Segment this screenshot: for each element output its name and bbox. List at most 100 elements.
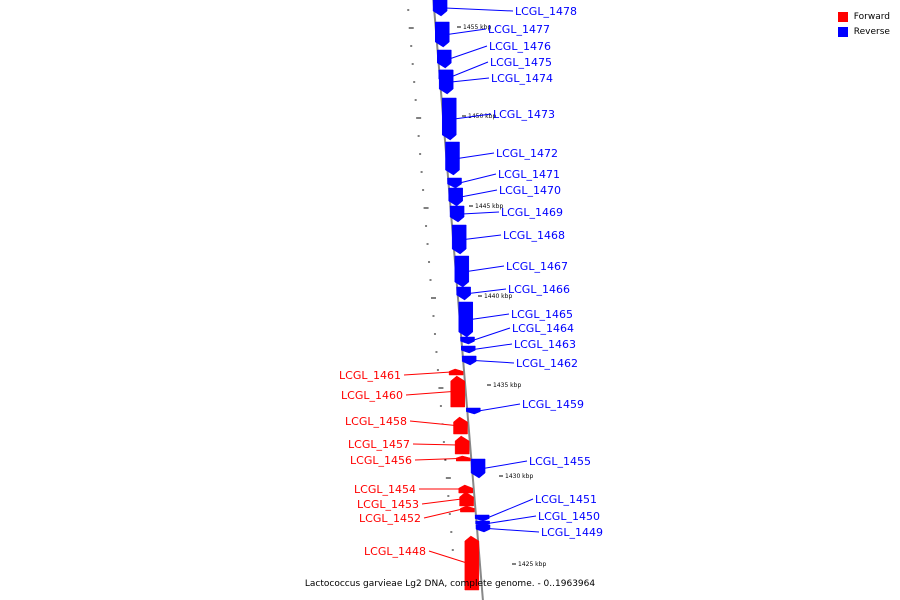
gene-arrow[interactable] — [454, 255, 470, 288]
gene-label[interactable]: LCGL_1471 — [498, 168, 560, 181]
gene-arrow[interactable] — [461, 355, 477, 366]
gene-label[interactable]: LCGL_1448 — [364, 545, 426, 558]
gene-label[interactable]: LCGL_1453 — [357, 498, 419, 511]
gene-label[interactable]: LCGL_1462 — [516, 357, 578, 370]
gene-label[interactable]: LCGL_1470 — [499, 184, 561, 197]
gene-leader-line — [423, 508, 463, 519]
gene-leader-line — [487, 528, 540, 533]
gene-leader-line — [482, 460, 528, 469]
gene-arrow[interactable] — [435, 21, 450, 48]
gene-label[interactable]: LCGL_1457 — [348, 438, 410, 451]
gene-arrow[interactable] — [451, 224, 467, 255]
gene-arrow[interactable] — [460, 345, 476, 354]
gene-arrow[interactable] — [448, 187, 463, 207]
gene-arrow[interactable] — [475, 524, 491, 533]
gene-arrow[interactable] — [459, 491, 474, 507]
genome-backbone — [432, 0, 484, 600]
gene-arrow[interactable] — [445, 141, 460, 176]
gene-leader-line — [468, 288, 507, 294]
gene-arrow[interactable] — [448, 368, 464, 376]
gene-arrow[interactable] — [460, 505, 475, 513]
gene-label[interactable]: LCGL_1467 — [506, 260, 568, 273]
gene-arrow[interactable] — [432, 0, 448, 17]
legend-reverse: Reverse — [837, 24, 890, 39]
gene-label[interactable]: LCGL_1456 — [350, 454, 412, 467]
kbp-tick-label: 1425 kbp — [518, 561, 546, 568]
gene-label[interactable]: LCGL_1478 — [515, 5, 577, 18]
gene-label[interactable]: LCGL_1459 — [522, 398, 584, 411]
gene-label[interactable]: LCGL_1454 — [354, 483, 416, 496]
gene-leader-line — [414, 458, 459, 461]
gene-label[interactable]: LCGL_1472 — [496, 147, 558, 160]
gene-leader-line — [473, 343, 513, 350]
gene-leader-line — [470, 313, 510, 320]
gene-arrow[interactable] — [455, 455, 471, 462]
legend-forward-label: Forward — [853, 11, 890, 22]
legend-reverse-label: Reverse — [853, 26, 890, 37]
gene-label[interactable]: LCGL_1469 — [501, 206, 563, 219]
gene-arrow[interactable] — [458, 484, 474, 494]
gene-label[interactable]: LCGL_1455 — [529, 455, 591, 468]
gene-label[interactable]: LCGL_1474 — [491, 72, 553, 85]
gene-arrow[interactable] — [449, 205, 465, 223]
gene-leader-line — [447, 28, 487, 35]
gene-leader-line — [403, 371, 452, 376]
gene-leader-line — [412, 443, 458, 446]
gene-leader-line — [472, 327, 511, 341]
gene-arrow[interactable] — [460, 336, 475, 345]
gene-leader-line — [421, 498, 462, 505]
forward-swatch — [837, 11, 848, 22]
gene-leader-line — [450, 61, 489, 78]
gene-leader-line — [449, 45, 488, 60]
gene-leader-line — [460, 189, 498, 198]
reverse-swatch — [837, 26, 848, 37]
gene-label[interactable]: LCGL_1452 — [359, 512, 421, 525]
gene-arrow[interactable] — [453, 416, 468, 435]
legend-forward: Forward — [837, 9, 890, 24]
gene-leader-line — [454, 113, 492, 120]
gene-arrow[interactable] — [474, 514, 490, 522]
gene-arrow[interactable] — [441, 97, 457, 141]
gene-arrow[interactable] — [470, 458, 486, 479]
kbp-tick-label: 1435 kbp — [493, 382, 521, 389]
gene-label[interactable]: LCGL_1458 — [345, 415, 407, 428]
gene-label[interactable]: LCGL_1466 — [508, 283, 570, 296]
gene-label[interactable]: LCGL_1449 — [541, 526, 603, 539]
gene-leader-line — [428, 550, 468, 564]
gene-arrow[interactable] — [447, 177, 462, 189]
gene-label[interactable]: LCGL_1465 — [511, 308, 573, 321]
gene-label[interactable]: LCGL_1461 — [339, 369, 401, 382]
gene-arrow[interactable] — [466, 407, 481, 415]
gene-label[interactable]: LCGL_1476 — [489, 40, 551, 53]
gene-leader-line — [459, 173, 497, 184]
gene-label[interactable]: LCGL_1473 — [493, 108, 555, 121]
gene-leader-line — [409, 420, 456, 426]
gene-leader-line — [405, 391, 453, 396]
gene-label[interactable]: LCGL_1451 — [535, 493, 597, 506]
gene-leader-line — [445, 7, 514, 12]
gene-arrow[interactable] — [437, 49, 452, 69]
gene-leader-line — [451, 77, 490, 83]
kbp-tick-label: 1450 kbp — [468, 113, 496, 120]
kbp-tick-label: 1440 kbp — [484, 293, 512, 300]
gene-arrow[interactable] — [456, 286, 471, 301]
gene-leader-line — [464, 234, 502, 240]
gene-label[interactable]: LCGL_1463 — [514, 338, 576, 351]
gene-arrow[interactable] — [454, 435, 470, 455]
gene-label[interactable]: LCGL_1464 — [512, 322, 574, 335]
kbp-tick-label: 1455 kbp — [463, 24, 491, 31]
kbp-tick-label: 1430 kbp — [505, 473, 533, 480]
gene-label[interactable]: LCGL_1460 — [341, 389, 403, 402]
gene-label[interactable]: LCGL_1475 — [490, 56, 552, 69]
gene-arrow[interactable] — [450, 375, 465, 408]
gene-leader-line — [478, 403, 521, 412]
gene-label[interactable]: LCGL_1477 — [488, 23, 550, 36]
gene-arrow[interactable] — [438, 69, 454, 95]
gene-arrow[interactable] — [458, 301, 474, 338]
gene-arrow[interactable] — [464, 535, 480, 591]
gene-label[interactable]: LCGL_1450 — [538, 510, 600, 523]
gene-leader-line — [457, 152, 495, 159]
gene-leader-line — [486, 498, 534, 519]
gene-label[interactable]: LCGL_1468 — [503, 229, 565, 242]
